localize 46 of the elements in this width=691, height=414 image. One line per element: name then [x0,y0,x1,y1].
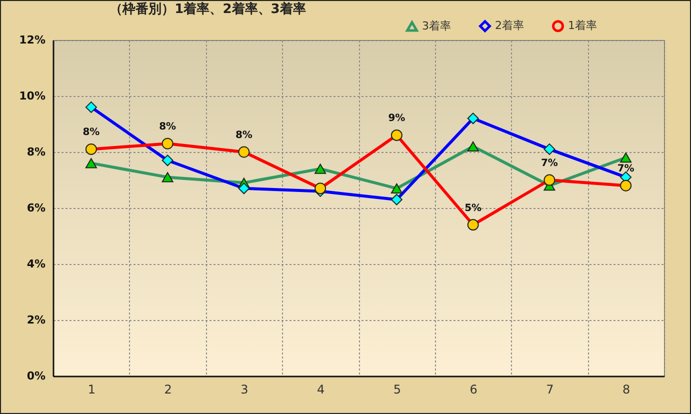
x-tick-label: 3 [240,382,248,396]
x-tick-label: 4 [316,382,325,396]
x-tick-label: 6 [470,382,478,396]
data-label: 5% [464,202,482,214]
data-label: 9% [388,113,406,124]
point [85,101,97,113]
point [620,152,632,163]
point [162,138,174,150]
point [85,158,97,168]
chart-title: （枠番別）1着率、2着率、3着率 [110,1,306,17]
point [390,129,402,141]
y-tick-label: 6% [26,202,46,214]
point [238,182,250,194]
point [544,174,556,186]
y-tick-label: 10% [19,90,46,102]
point [544,143,556,155]
legend-label: 2着率 [495,19,524,32]
point [314,182,326,194]
point [467,141,479,152]
data-label: 7% [617,164,634,175]
data-label: 8% [159,122,176,133]
point [238,146,250,158]
y-tick-label: 0% [26,370,46,382]
point [620,180,632,192]
y-tick-label: 4% [26,258,46,270]
x-tick-label: 5 [393,382,402,396]
point [467,112,479,124]
x-tick-label: 7 [546,382,554,396]
data-label: 8% [82,127,100,138]
point [390,183,402,194]
legend-label: 1着率 [568,19,597,32]
x-tick-label: 2 [164,382,172,396]
point [162,172,174,182]
y-tick-label: 12% [19,34,46,46]
point [162,154,174,166]
x-tick-label: 1 [88,382,96,396]
data-label: 8% [235,130,252,141]
point [314,164,326,174]
point [390,194,402,206]
point [85,143,97,155]
x-tick-label: 8 [622,382,630,396]
point [467,219,479,231]
y-tick-label: 2% [26,314,46,326]
legend-label: 3着率 [422,19,451,32]
y-tick-label: 8% [26,146,46,158]
data-label: 7% [540,158,558,169]
